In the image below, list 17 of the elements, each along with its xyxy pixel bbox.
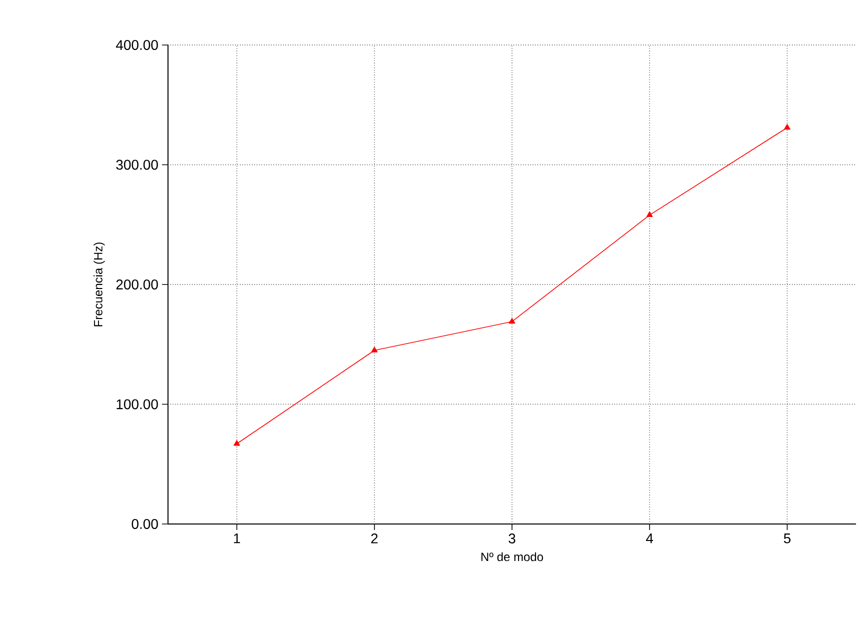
point — [784, 124, 790, 130]
y-tick-label: 100.00 — [116, 399, 158, 410]
x-tick-label: 1 — [234, 534, 240, 544]
x-tick-label: 4 — [646, 534, 654, 544]
y-tick-label: 200.00 — [116, 280, 158, 290]
y-axis-title: Frecuencia (Hz) — [94, 242, 105, 326]
y-tick-label: 300.00 — [116, 160, 158, 170]
point — [234, 440, 240, 446]
x-tick-label: 2 — [371, 534, 378, 544]
y-tick-label: 0.00 — [132, 519, 158, 529]
x-tick-label: 5 — [784, 534, 791, 544]
point — [371, 346, 378, 352]
point — [508, 318, 516, 324]
y-tick-label: 400.00 — [116, 40, 158, 50]
point — [646, 211, 653, 218]
x-tick-label: 3 — [508, 534, 516, 544]
x-axis-title: Nº de modo — [481, 552, 544, 562]
